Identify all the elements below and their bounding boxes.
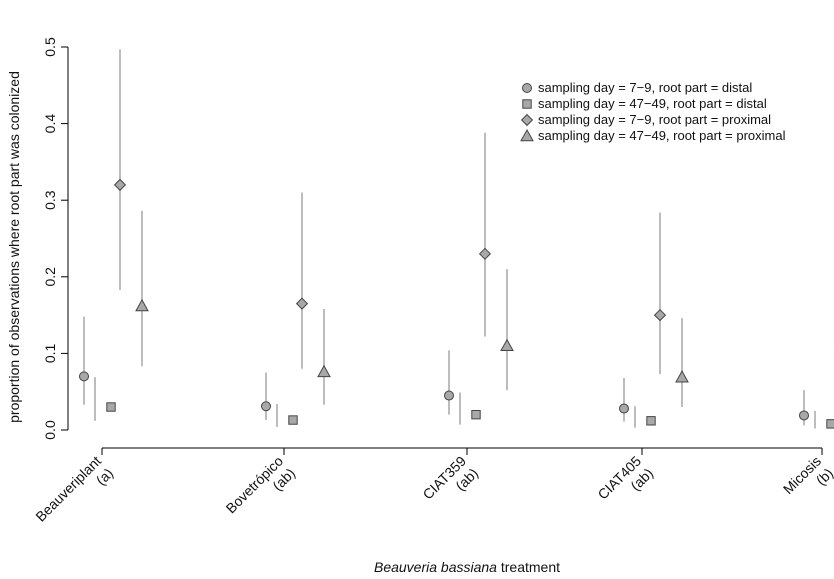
data-point-diamond xyxy=(653,308,667,322)
data-point-circle xyxy=(444,390,454,401)
x-tick-label: Micosis(b) xyxy=(780,453,834,497)
data-point-circle xyxy=(79,371,89,382)
data-point-square xyxy=(288,415,298,425)
x-tick-label-group: (b) xyxy=(813,465,834,488)
error-bars xyxy=(83,49,816,429)
data-point-triangle xyxy=(317,364,331,378)
y-tick-label: 0.5 xyxy=(42,37,58,57)
x-tick-label: CIAT405(ab) xyxy=(594,453,656,503)
x-tick-label: Beauveriplant(a) xyxy=(32,453,116,525)
data-point-triangle xyxy=(135,298,149,312)
data-point-diamond xyxy=(478,247,492,260)
legend-marker-diamond xyxy=(520,113,534,127)
x-tick-label-name: Beauveriplant xyxy=(32,453,104,525)
data-point-triangle xyxy=(675,370,689,383)
data-point-circle xyxy=(619,403,629,414)
data-point-circle xyxy=(261,401,271,412)
data-point-circle xyxy=(799,410,809,421)
data-point-square xyxy=(826,419,834,429)
x-axis-label-rest: treatment xyxy=(497,559,560,575)
legend: sampling day = 7−9, root part = distalsa… xyxy=(520,80,786,143)
legend-marker-triangle xyxy=(520,128,534,142)
legend-label: sampling day = 47−49, root part = proxim… xyxy=(538,128,786,143)
y-tick-label: 0.3 xyxy=(42,190,58,210)
legend-marker-circle xyxy=(522,83,532,93)
data-point-square xyxy=(106,402,116,412)
data-point-diamond xyxy=(113,178,127,191)
y-tick-label: 0.4 xyxy=(42,114,58,134)
y-tick-label: 0.2 xyxy=(42,267,58,287)
markers xyxy=(79,178,834,429)
legend-label: sampling day = 7−9, root part = distal xyxy=(538,80,752,95)
legend-marker-square xyxy=(522,99,532,109)
y-tick-label: 0.0 xyxy=(42,420,58,440)
data-point-diamond xyxy=(295,297,309,310)
legend-label: sampling day = 47−49, root part = distal xyxy=(538,96,767,111)
data-point-square xyxy=(471,409,481,420)
x-tick-label: CIAT359(ab) xyxy=(419,453,481,503)
y-axis-label: proportion of observations where root pa… xyxy=(6,71,22,423)
data-point-square xyxy=(646,416,656,426)
x-axis-label: Beauveria bassiana treatment xyxy=(374,559,560,575)
legend-label: sampling day = 7−9, root part = proximal xyxy=(538,112,771,127)
x-tick-label: Bovetrópico(ab) xyxy=(223,453,299,517)
x-axis-label-italic: Beauveria bassiana xyxy=(374,559,497,575)
y-tick-label: 0.1 xyxy=(42,343,58,363)
data-point-triangle xyxy=(500,338,514,352)
